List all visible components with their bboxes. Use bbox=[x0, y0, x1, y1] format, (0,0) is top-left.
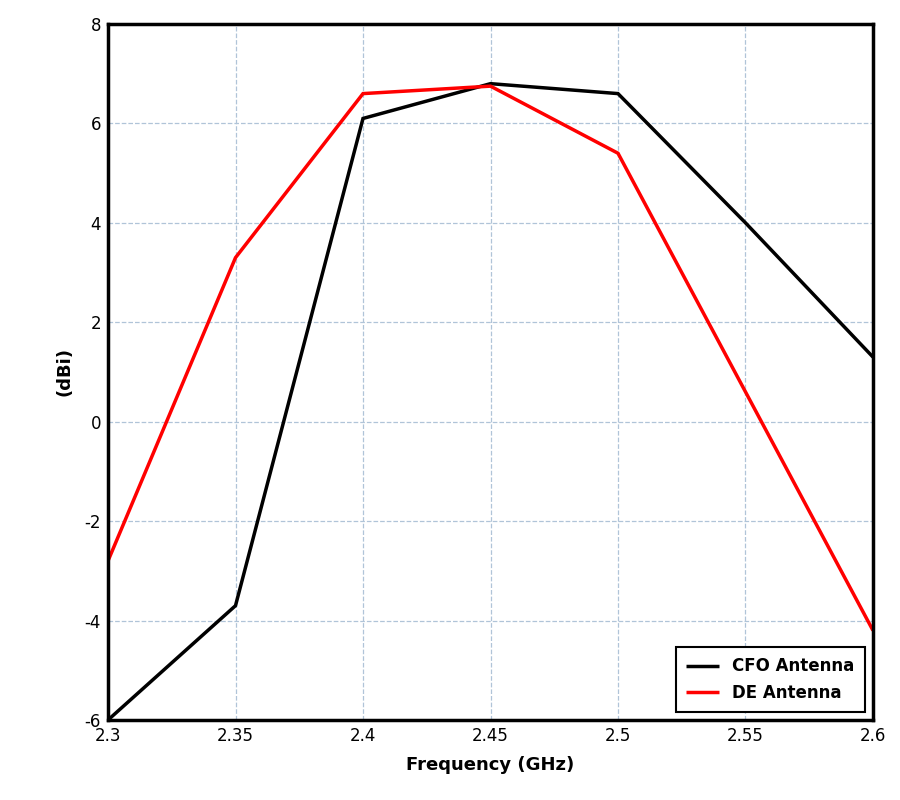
Y-axis label: (dBi): (dBi) bbox=[56, 347, 74, 397]
X-axis label: Frequency (GHz): Frequency (GHz) bbox=[407, 756, 574, 774]
CFO Antenna bbox=[868, 352, 878, 362]
DE Antenna bbox=[613, 149, 624, 158]
DE Antenna bbox=[103, 556, 113, 566]
DE Antenna bbox=[868, 626, 878, 635]
CFO Antenna bbox=[740, 218, 751, 228]
DE Antenna bbox=[485, 82, 496, 91]
CFO Antenna bbox=[103, 715, 113, 725]
CFO Antenna bbox=[230, 601, 241, 610]
Legend: CFO Antenna, DE Antenna: CFO Antenna, DE Antenna bbox=[676, 647, 865, 712]
DE Antenna bbox=[230, 253, 241, 262]
DE Antenna bbox=[357, 89, 368, 98]
CFO Antenna bbox=[357, 114, 368, 123]
Line: CFO Antenna: CFO Antenna bbox=[108, 84, 873, 720]
Line: DE Antenna: DE Antenna bbox=[108, 86, 873, 630]
CFO Antenna bbox=[485, 79, 496, 89]
CFO Antenna bbox=[613, 89, 624, 98]
